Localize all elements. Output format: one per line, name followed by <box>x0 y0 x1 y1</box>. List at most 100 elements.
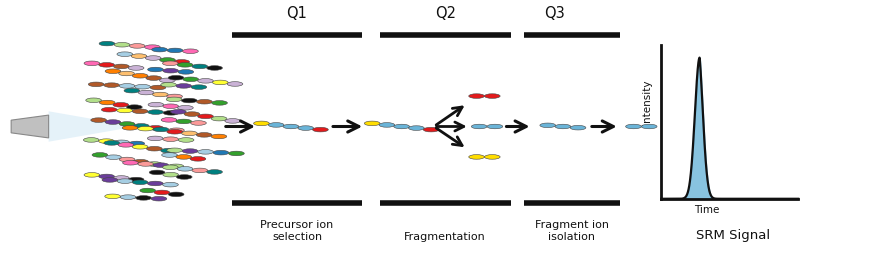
Circle shape <box>150 86 166 90</box>
Circle shape <box>183 78 199 82</box>
Circle shape <box>145 46 161 50</box>
Circle shape <box>153 128 168 132</box>
Polygon shape <box>49 112 136 142</box>
Circle shape <box>167 130 182 135</box>
Circle shape <box>196 100 212 105</box>
Circle shape <box>174 60 189 65</box>
Circle shape <box>147 162 162 167</box>
Circle shape <box>122 126 138 131</box>
Circle shape <box>170 110 186 115</box>
Text: Q2: Q2 <box>435 6 456 21</box>
Circle shape <box>120 157 135 162</box>
Circle shape <box>86 99 101 103</box>
Text: Precursor ion
selection: Precursor ion selection <box>260 219 333 241</box>
Circle shape <box>162 118 177 123</box>
Circle shape <box>152 48 168 53</box>
Circle shape <box>101 108 117 113</box>
Circle shape <box>167 148 182 153</box>
Circle shape <box>140 188 155 193</box>
Circle shape <box>177 106 193 111</box>
Circle shape <box>182 149 198 154</box>
Circle shape <box>485 94 500 99</box>
Circle shape <box>149 170 165 175</box>
Circle shape <box>192 65 208 69</box>
Circle shape <box>120 195 136 200</box>
Circle shape <box>147 147 162 151</box>
Circle shape <box>138 162 154 167</box>
Circle shape <box>469 94 485 99</box>
Circle shape <box>146 57 162 61</box>
Circle shape <box>119 72 134 76</box>
Circle shape <box>134 85 150 90</box>
Text: Q3: Q3 <box>544 6 565 21</box>
Circle shape <box>197 79 213 84</box>
Circle shape <box>113 103 128 108</box>
Circle shape <box>148 126 163 131</box>
Circle shape <box>148 68 163 73</box>
Circle shape <box>379 123 395 128</box>
Circle shape <box>163 111 179 116</box>
Text: Time: Time <box>694 204 719 214</box>
Circle shape <box>102 178 118 182</box>
Circle shape <box>104 141 120 146</box>
Circle shape <box>485 155 500 160</box>
Circle shape <box>364 122 380 126</box>
Circle shape <box>162 183 178 187</box>
Circle shape <box>105 70 120 74</box>
Circle shape <box>168 192 184 197</box>
Polygon shape <box>11 116 49 138</box>
Circle shape <box>120 122 135 127</box>
Circle shape <box>177 63 193 68</box>
Circle shape <box>162 69 178 74</box>
Circle shape <box>133 160 148 164</box>
Circle shape <box>168 76 184 81</box>
Circle shape <box>117 109 133 113</box>
Circle shape <box>487 125 503 129</box>
Text: Fragment ion
isolation: Fragment ion isolation <box>534 219 608 241</box>
Circle shape <box>191 86 207 90</box>
Circle shape <box>161 149 176 153</box>
Circle shape <box>162 165 178 170</box>
Circle shape <box>135 196 151 200</box>
Circle shape <box>167 95 182 99</box>
Circle shape <box>227 82 243 87</box>
Circle shape <box>190 157 206 162</box>
Circle shape <box>642 125 657 129</box>
Circle shape <box>162 62 178 66</box>
Text: Fragmentation: Fragmentation <box>404 231 486 241</box>
Circle shape <box>471 125 487 129</box>
Circle shape <box>133 74 148 79</box>
Circle shape <box>113 140 129 145</box>
Circle shape <box>182 50 198 54</box>
Circle shape <box>626 125 642 129</box>
Circle shape <box>268 123 284 128</box>
Circle shape <box>146 76 162 81</box>
Circle shape <box>177 167 193 171</box>
Circle shape <box>161 83 176 88</box>
Circle shape <box>162 153 177 158</box>
Circle shape <box>105 194 120 199</box>
Circle shape <box>162 104 178 109</box>
Circle shape <box>211 101 227 106</box>
Circle shape <box>178 138 194 143</box>
Circle shape <box>211 117 227 121</box>
Circle shape <box>197 115 213 119</box>
Circle shape <box>99 139 114 144</box>
Circle shape <box>162 137 178 142</box>
Circle shape <box>113 176 129 181</box>
Circle shape <box>298 126 313 131</box>
Circle shape <box>128 67 144 71</box>
Circle shape <box>313 128 328 132</box>
Circle shape <box>190 121 206 126</box>
Circle shape <box>423 128 439 132</box>
Circle shape <box>182 132 197 136</box>
Circle shape <box>124 89 140 93</box>
Text: SRM Signal: SRM Signal <box>696 228 770 241</box>
Circle shape <box>148 137 163 141</box>
Circle shape <box>88 83 104 87</box>
Circle shape <box>104 84 120 88</box>
Circle shape <box>118 143 134 148</box>
Circle shape <box>192 168 208 173</box>
Circle shape <box>114 43 130 48</box>
Circle shape <box>168 164 184 169</box>
